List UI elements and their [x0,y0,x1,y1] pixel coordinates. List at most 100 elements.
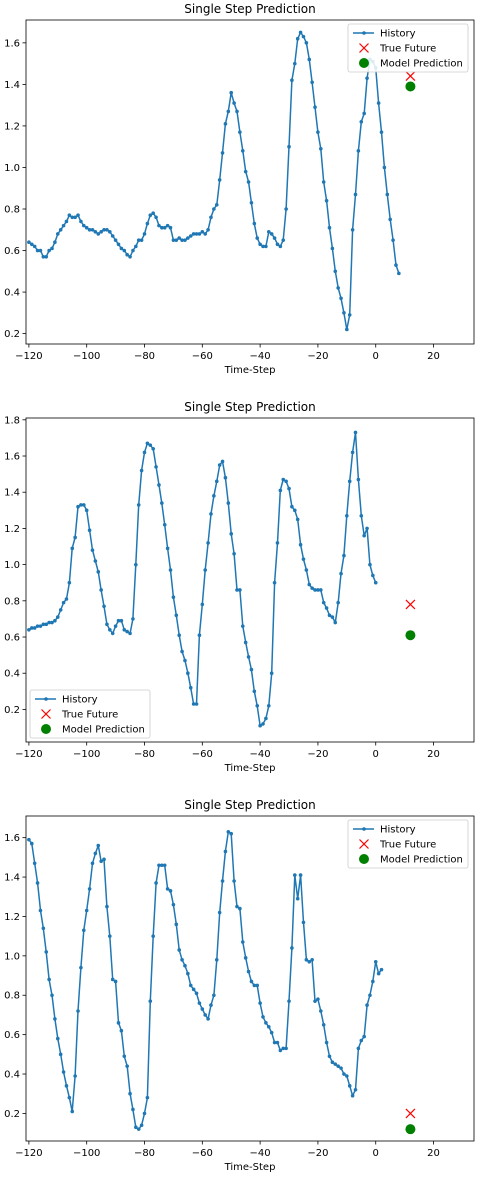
history-point [53,618,57,623]
legend-true-future-swatch [41,709,51,719]
legend-item: True Future [359,43,436,55]
legend-label: History [62,695,98,706]
history-point [64,219,69,224]
plot-area [27,430,416,728]
history-point [252,221,257,226]
history-point [41,254,46,259]
history-point [160,225,164,230]
history-point [356,1046,361,1051]
history-point [145,221,150,226]
x-tick-label: −20 [307,1148,328,1159]
history-point [122,627,127,632]
history-point [180,649,184,654]
history-point [365,76,369,80]
history-point [41,926,46,931]
history-point [84,908,89,913]
history-point [67,580,72,585]
history-point [336,600,340,605]
history-point [347,313,352,317]
history-point [73,535,77,540]
history-point [96,232,101,236]
history-point [301,920,306,925]
history-point [35,248,40,253]
history-point [246,655,251,659]
history-point [157,223,161,228]
history-point [197,633,202,638]
history-point [151,934,155,938]
history-point [252,983,257,988]
chart-1: Single Step Prediction −120 −100 −80 −60 −40 −… [4,2,475,376]
history-point [32,861,37,866]
history-point [44,254,49,259]
legend: History True Future Model Prediction [347,819,469,869]
history-point [55,232,60,236]
y-tick-label: 1.2 [4,121,20,132]
history-point [368,562,372,567]
x-tick-label: −20 [307,351,328,362]
x-tick-label: −120 [15,749,42,760]
history-point [330,615,335,619]
history-point [128,1091,132,1096]
history-point [339,1066,343,1070]
history-point [353,430,358,435]
history-point [58,608,63,612]
history-point [29,626,34,630]
legend: History True Future Model Prediction [347,23,469,73]
history-point [134,244,138,249]
history-point [82,503,86,507]
history-point [313,588,317,592]
history-point [269,1030,274,1035]
history-point [70,215,75,220]
history-point [214,957,219,962]
history-point [324,198,329,203]
history-point [174,238,179,242]
history-point [266,230,271,234]
history-point [203,1013,207,1017]
history-point [131,617,135,621]
history-point [342,553,346,558]
history-point [171,595,176,599]
history-point [87,528,92,533]
history-point [70,1109,75,1114]
history-point [110,977,115,982]
chart-3: Single Step Prediction −120 −100 −80 −60 −40 −… [4,798,475,1173]
history-point [209,1003,213,1007]
history-point [307,582,312,587]
x-tick-label: 20 [427,749,440,760]
y-tick-label: 1.4 [4,80,20,91]
y-tick-label: 1.8 [4,415,20,426]
y-tick-label: 0.4 [4,669,20,680]
model-prediction-marker [405,630,416,641]
legend-label: History [380,825,416,836]
legend-label: Model Prediction [380,59,463,70]
history-point [125,1064,129,1068]
history-point [209,215,213,220]
history-point [136,238,141,242]
history-point [272,580,277,585]
history-point [96,570,101,574]
history-point [379,130,384,134]
history-point [278,488,283,493]
history-point [122,1054,127,1059]
x-tick-label: −80 [134,1148,155,1159]
history-line [28,831,383,1130]
history-point [301,34,306,39]
history-point [206,1017,210,1021]
history-point [243,169,248,174]
history-point [290,78,294,83]
history-point [319,1009,323,1013]
history-point [61,223,66,228]
history-point [281,477,286,482]
history-point [139,468,144,473]
history-point [105,227,109,232]
history-point [61,1070,66,1074]
history-point [136,1127,141,1131]
history-point [154,215,158,220]
y-tick-label: 0.6 [4,246,20,257]
history-point [125,252,129,257]
x-tick-label: −120 [15,351,42,362]
history-point [200,230,205,234]
history-point [339,296,343,301]
chart-title: Single Step Prediction [184,798,315,812]
legend-label: True Future [61,710,118,721]
